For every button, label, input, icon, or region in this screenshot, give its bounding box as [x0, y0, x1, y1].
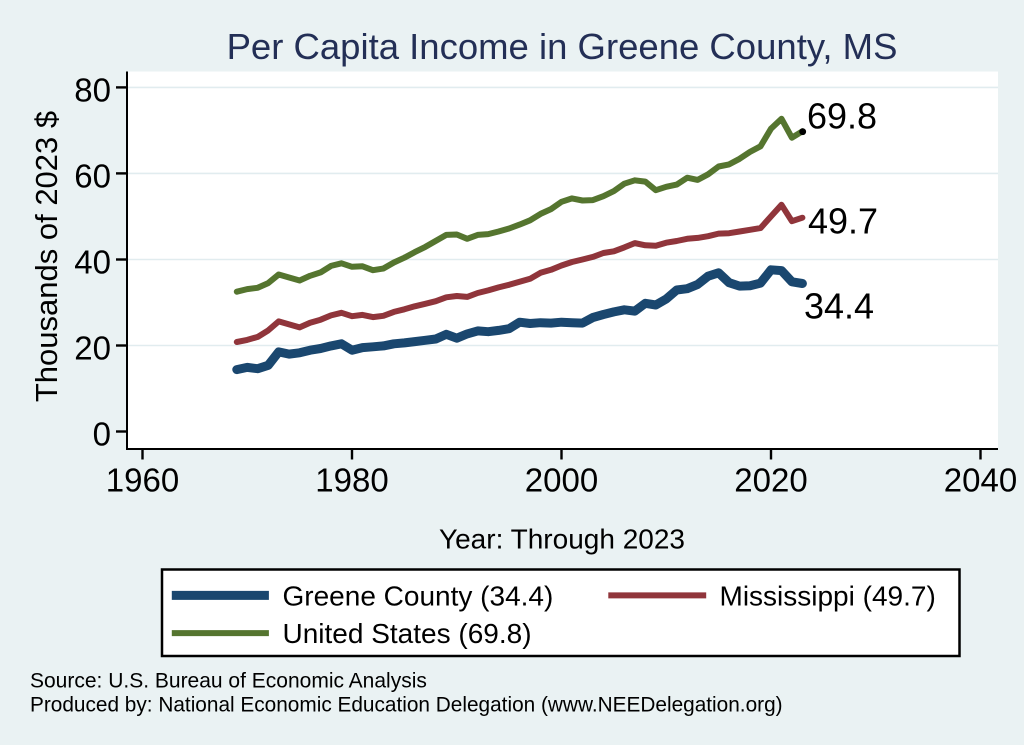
svg-text:40: 40 [74, 244, 111, 281]
svg-text:80: 80 [74, 71, 111, 108]
svg-text:69.8: 69.8 [807, 96, 877, 137]
svg-text:2000: 2000 [525, 461, 598, 498]
svg-text:34.4: 34.4 [804, 285, 874, 326]
svg-text:2040: 2040 [944, 461, 1017, 498]
svg-text:1960: 1960 [106, 461, 179, 498]
svg-text:0: 0 [93, 416, 111, 453]
svg-text:United States (69.8): United States (69.8) [283, 618, 532, 649]
svg-text:Produced by: National Economic: Produced by: National Economic Education… [30, 694, 783, 717]
svg-text:Thousands of 2023 $: Thousands of 2023 $ [29, 111, 64, 402]
svg-text:1980: 1980 [315, 461, 388, 498]
svg-text:Year: Through 2023: Year: Through 2023 [439, 524, 685, 555]
svg-text:60: 60 [74, 157, 111, 194]
svg-text:2020: 2020 [734, 461, 807, 498]
svg-text:Source: U.S. Bureau of Economi: Source: U.S. Bureau of Economic Analysis [30, 670, 427, 693]
svg-text:20: 20 [74, 330, 111, 367]
svg-text:Mississippi (49.7): Mississippi (49.7) [720, 581, 936, 612]
svg-text:Per Capita Income in Greene Co: Per Capita Income in Greene County, MS [227, 26, 898, 67]
svg-text:Greene County (34.4): Greene County (34.4) [283, 581, 554, 612]
svg-text:49.7: 49.7 [808, 201, 878, 242]
